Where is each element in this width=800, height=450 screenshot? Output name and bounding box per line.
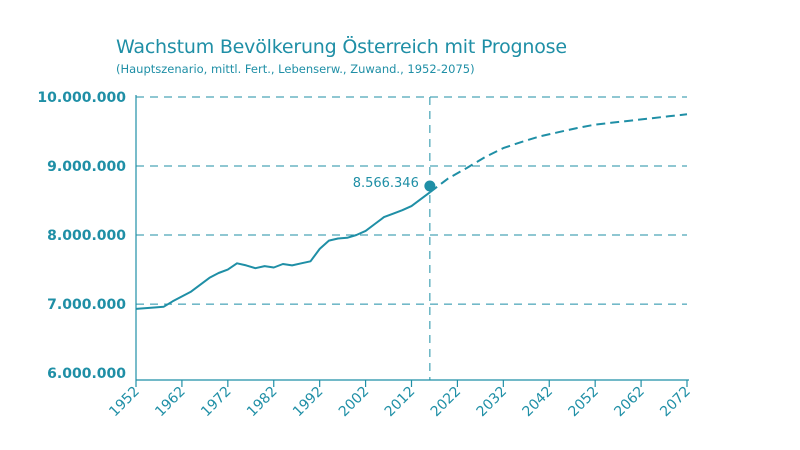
y-tick-label: 8.000.000 [47, 228, 126, 244]
x-tick-label: 2002 [336, 384, 373, 421]
x-tick-label: 1952 [106, 384, 143, 421]
chart-title: Wachstum Bevölkerung Österreich mit Prog… [116, 36, 567, 58]
x-tick-label: 2012 [382, 384, 419, 421]
highlight-data-label: 8.566.346 [353, 176, 419, 191]
y-tick-label: 7.000.000 [47, 297, 126, 313]
x-tick-label: 2022 [428, 384, 465, 421]
x-tick-label: 1992 [290, 384, 327, 421]
historical-series-line [135, 191, 431, 310]
forecast-series-line [429, 113, 688, 194]
y-tick-label: 6.000.000 [47, 366, 126, 382]
x-tick-label: 2042 [520, 384, 557, 421]
highlight-point [424, 180, 436, 192]
y-tick-label: 10.000.000 [37, 90, 126, 106]
x-tick-label: 2052 [565, 384, 602, 421]
x-tick-label: 2032 [474, 384, 511, 421]
x-tick-label: 2072 [657, 384, 694, 421]
chart-subtitle: (Hauptszenario, mittl. Fert., Lebenserw.… [116, 62, 475, 76]
x-tick-label: 2062 [611, 384, 648, 421]
y-tick-label: 9.000.000 [47, 159, 126, 175]
x-tick-label: 1972 [198, 384, 235, 421]
x-tick-label: 1982 [244, 384, 281, 421]
x-tick-label: 1962 [152, 384, 189, 421]
